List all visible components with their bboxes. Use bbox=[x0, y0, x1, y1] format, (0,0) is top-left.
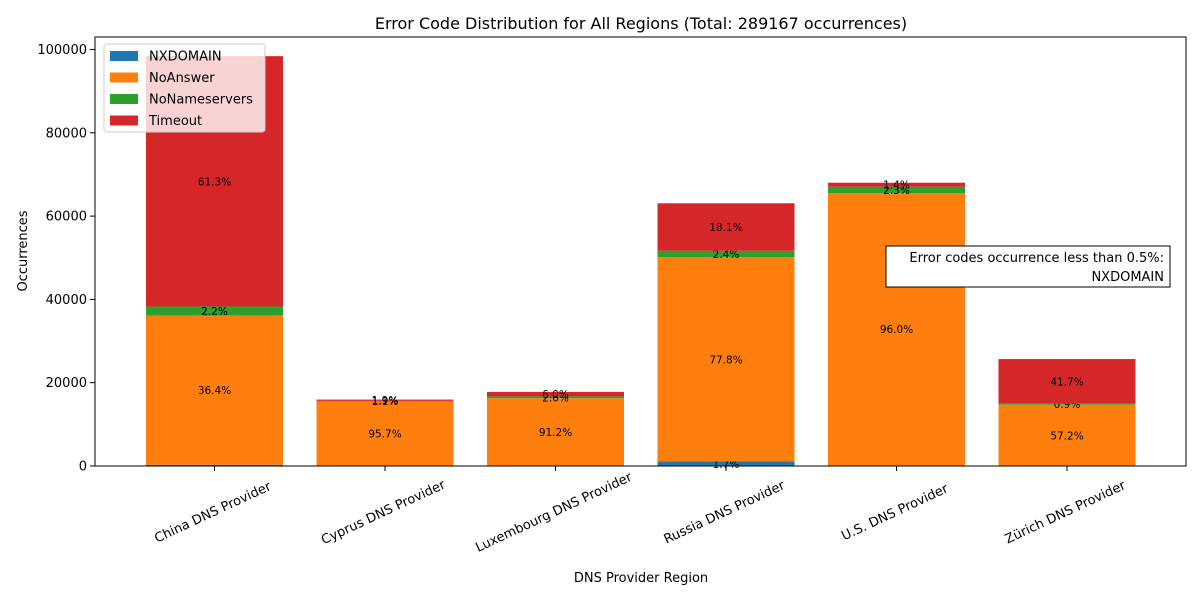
threshold-note-line2: NXDOMAIN bbox=[1091, 270, 1164, 285]
legend-label-timeout: Timeout bbox=[148, 114, 202, 129]
x-tick-label: Zürich DNS Provider bbox=[1003, 478, 1129, 547]
y-tick-label: 0 bbox=[79, 460, 87, 475]
legend-swatch-noanswer bbox=[110, 73, 138, 83]
bar-label-timeout-2: 1.9% bbox=[372, 395, 399, 407]
y-tick-label: 80000 bbox=[46, 126, 87, 141]
bar-label-timeout-3: 6.0% bbox=[542, 389, 569, 401]
legend-swatch-nxdomain bbox=[110, 51, 138, 61]
y-tick-label: 20000 bbox=[46, 376, 87, 391]
y-axis-title: Occurrences bbox=[16, 210, 31, 291]
legend-label-nxdomain: NXDOMAIN bbox=[149, 50, 222, 65]
bar-label-timeout-1: 61.3% bbox=[198, 176, 231, 188]
x-axis-title: DNS Provider Region bbox=[574, 571, 708, 586]
x-tick-label: Cyprus DNS Provider bbox=[319, 477, 448, 548]
legend-label-nonameservers: NoNameservers bbox=[149, 93, 253, 108]
threshold-note: Error codes occurrence less than 0.5%: N… bbox=[886, 246, 1170, 287]
x-axis: China DNS Provider Cyprus DNS Provider Lux… bbox=[152, 466, 1128, 556]
bar-label-noanswer-1: 36.4% bbox=[198, 385, 231, 397]
bar-label-noanswer-4: 77.8% bbox=[709, 354, 742, 366]
bar-label-timeout-4: 18.1% bbox=[709, 222, 742, 234]
x-tick-label: Russia DNS Provider bbox=[662, 478, 788, 547]
y-axis: 0 20000 40000 60000 80000 100000 bbox=[37, 43, 95, 475]
x-tick-label: China DNS Provider bbox=[152, 479, 274, 547]
y-tick-label: 40000 bbox=[46, 293, 87, 308]
bar-label-noanswer-5: 96.0% bbox=[880, 324, 913, 336]
x-tick-label: Luxembourg DNS Provider bbox=[473, 470, 635, 556]
bar-label-noanswer-3: 91.2% bbox=[539, 427, 572, 439]
bar-label-noanswer-6: 57.2% bbox=[1050, 430, 1083, 442]
chart-title: Error Code Distribution for All Regions … bbox=[375, 14, 907, 33]
y-tick-label: 100000 bbox=[37, 43, 87, 58]
bar-label-nonameservers-1: 2.2% bbox=[201, 306, 228, 318]
x-tick-label: U.S. DNS Provider bbox=[839, 481, 951, 544]
bar-label-noanswer-2: 95.7% bbox=[368, 429, 401, 441]
y-tick-label: 60000 bbox=[46, 210, 87, 225]
threshold-note-line1: Error codes occurrence less than 0.5%: bbox=[909, 251, 1164, 266]
bar-label-timeout-5: 1.4% bbox=[883, 180, 910, 192]
legend-label-noanswer: NoAnswer bbox=[149, 71, 215, 86]
legend-swatch-nonameservers bbox=[110, 94, 138, 104]
legend-swatch-timeout bbox=[110, 116, 138, 126]
bar-label-timeout-6: 41.7% bbox=[1050, 376, 1083, 388]
legend: NXDOMAIN NoAnswer NoNameservers Timeout bbox=[104, 44, 265, 132]
